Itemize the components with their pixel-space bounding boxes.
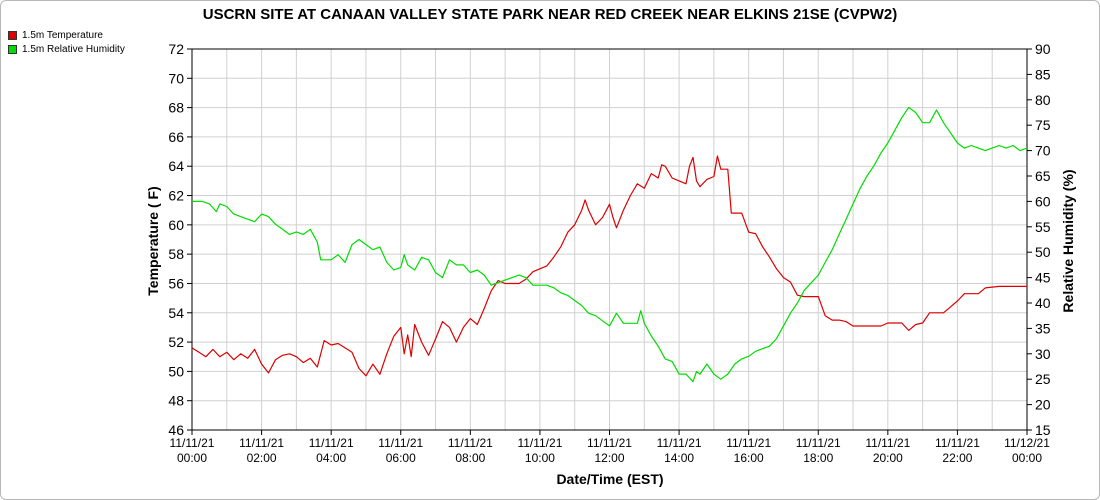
x-tick-time-label: 00:00 xyxy=(1012,451,1042,465)
x-axis-label: Date/Time (EST) xyxy=(556,471,663,487)
legend-label-temperature: 1.5m Temperature xyxy=(22,29,103,41)
x-tick-time-label: 00:00 xyxy=(177,451,207,465)
x-tick-date-label: 11/11/21 xyxy=(865,436,910,450)
y-tick-label-right: 60 xyxy=(1035,193,1051,209)
x-tick-date-label: 11/11/21 xyxy=(726,436,771,450)
y-tick-label-left: 66 xyxy=(168,129,184,145)
y-tick-label-left: 50 xyxy=(168,363,184,379)
x-tick-time-label: 06:00 xyxy=(386,451,416,465)
x-tick-time-label: 04:00 xyxy=(316,451,346,465)
x-tick-time-label: 18:00 xyxy=(803,451,833,465)
y-axis-label-left: Temperature ( F) xyxy=(145,186,161,295)
x-tick-date-label: 11/11/21 xyxy=(587,436,632,450)
y-tick-label-left: 72 xyxy=(168,41,184,57)
series-layer xyxy=(191,106,1028,383)
y-tick-label-right: 55 xyxy=(1035,219,1051,235)
x-tick-date-label: 11/11/21 xyxy=(239,436,284,450)
y-tick-label-left: 54 xyxy=(168,305,184,321)
legend: 1.5m Temperature 1.5m Relative Humidity xyxy=(8,28,125,56)
legend-item-humidity: 1.5m Relative Humidity xyxy=(8,42,125,56)
grid xyxy=(191,48,1028,431)
x-tick-time-label: 12:00 xyxy=(594,451,624,465)
y-tick-label-right: 40 xyxy=(1035,295,1051,311)
axes: 46 48 50 52 54 56 58 60 62 64 66 68 70 72 15 20 25 30 35 40… xyxy=(168,41,1050,465)
x-tick-date-label: 11/11/21 xyxy=(448,436,493,450)
y-tick-label-right: 75 xyxy=(1035,117,1051,133)
y-tick-label-right: 80 xyxy=(1035,92,1051,108)
y-tick-label-right: 35 xyxy=(1035,320,1051,336)
legend-item-temperature: 1.5m Temperature xyxy=(8,28,125,42)
x-tick-date-label: 11/11/21 xyxy=(309,436,354,450)
x-tick-date-label: 11/11/21 xyxy=(796,436,841,450)
y-tick-label-right: 15 xyxy=(1035,422,1051,438)
x-tick-time-label: 02:00 xyxy=(247,451,277,465)
y-tick-label-right: 90 xyxy=(1035,41,1051,57)
y-tick-label-right: 70 xyxy=(1035,143,1051,159)
x-tick-date-label: 11/11/21 xyxy=(170,436,215,450)
y-tick-label-right: 30 xyxy=(1035,346,1051,362)
x-tick-time-label: 22:00 xyxy=(942,451,972,465)
x-tick-date-label: 11/11/21 xyxy=(657,436,702,450)
y-tick-label-left: 62 xyxy=(168,188,184,204)
y-tick-label-left: 56 xyxy=(168,275,184,291)
x-tick-time-label: 14:00 xyxy=(664,451,694,465)
y-tick-label-right: 65 xyxy=(1035,168,1051,184)
x-tick-date-label: 11/11/21 xyxy=(378,436,423,450)
y-tick-label-right: 25 xyxy=(1035,371,1051,387)
y-tick-label-left: 60 xyxy=(168,217,184,233)
y-tick-label-left: 64 xyxy=(168,158,184,174)
y-tick-label-left: 58 xyxy=(168,246,184,262)
x-tick-date-label: 11/11/21 xyxy=(517,436,562,450)
x-tick-time-label: 08:00 xyxy=(455,451,485,465)
chart-title: USCRN SITE AT CANAAN VALLEY STATE PARK N… xyxy=(203,6,898,23)
x-tick-time-label: 20:00 xyxy=(873,451,903,465)
y-tick-label-left: 52 xyxy=(168,334,184,350)
y-tick-label-right: 50 xyxy=(1035,244,1051,260)
legend-label-humidity: 1.5m Relative Humidity xyxy=(22,43,125,55)
y-tick-label-left: 46 xyxy=(168,422,184,438)
x-tick-date-label: 11/11/21 xyxy=(935,436,980,450)
y-tick-label-right: 85 xyxy=(1035,66,1051,82)
y-tick-label-left: 48 xyxy=(168,393,184,409)
y-tick-label-right: 45 xyxy=(1035,270,1051,286)
x-tick-time-label: 10:00 xyxy=(525,451,555,465)
y-tick-label-right: 20 xyxy=(1035,397,1051,413)
x-tick-time-label: 16:00 xyxy=(734,451,764,465)
legend-swatch-temperature xyxy=(8,30,17,40)
x-tick-date-label: 11/12/21 xyxy=(1004,436,1050,450)
temperature-line xyxy=(191,155,1027,377)
y-tick-label-left: 70 xyxy=(168,70,184,86)
humidity-line xyxy=(192,106,1028,383)
legend-swatch-humidity xyxy=(8,44,17,54)
y-axis-label-right: Relative Humidity (%) xyxy=(1060,169,1076,312)
y-tick-label-left: 68 xyxy=(168,100,184,116)
